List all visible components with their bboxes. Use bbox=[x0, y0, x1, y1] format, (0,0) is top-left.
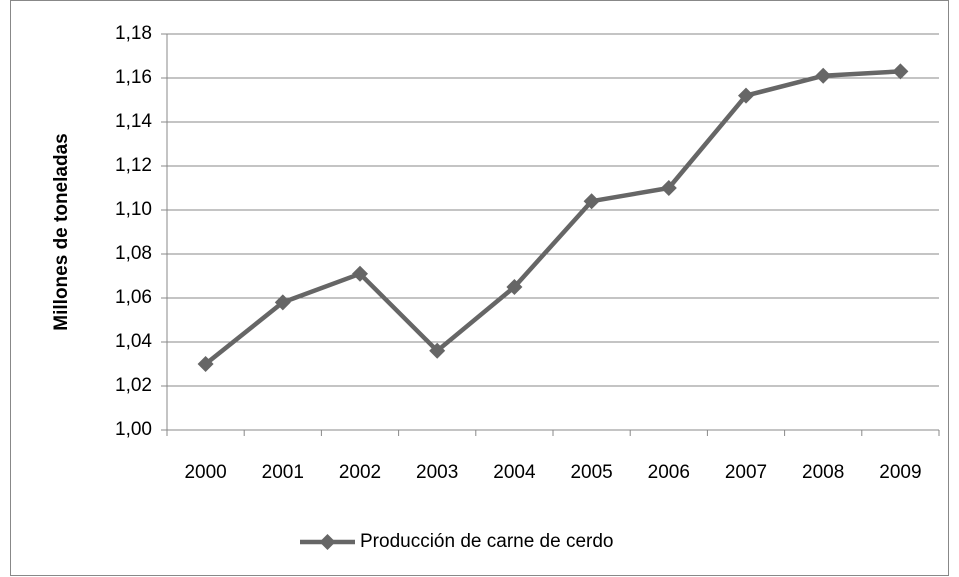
y-axis-label: Millones de toneladas bbox=[51, 133, 72, 330]
legend-marker bbox=[319, 534, 336, 550]
x-tick-label: 2001 bbox=[262, 462, 304, 483]
x-tick-label: 2003 bbox=[416, 462, 458, 483]
y-tick-label: 1,00 bbox=[115, 419, 152, 440]
x-tick-label: 2002 bbox=[339, 462, 381, 483]
data-point bbox=[274, 294, 291, 311]
data-point bbox=[429, 342, 446, 359]
data-point bbox=[506, 279, 523, 295]
data-point bbox=[815, 67, 832, 84]
data-point bbox=[583, 193, 600, 210]
y-tick-label: 1,10 bbox=[115, 199, 152, 220]
x-tick-label: 2000 bbox=[184, 462, 226, 483]
y-tick-label: 1,08 bbox=[115, 243, 152, 264]
y-tick-label: 1,16 bbox=[115, 67, 152, 88]
data-point bbox=[738, 87, 754, 104]
x-tick-label: 2005 bbox=[570, 462, 612, 483]
x-tick-label: 2006 bbox=[648, 462, 690, 483]
x-tick-label: 2008 bbox=[802, 462, 844, 483]
data-point bbox=[197, 356, 214, 372]
legend-label: Producción de carne de cerdo bbox=[360, 531, 614, 552]
series-line bbox=[204, 69, 901, 366]
data-point bbox=[352, 265, 368, 282]
y-tick-label: 1,12 bbox=[115, 155, 152, 176]
x-tick-label: 2009 bbox=[879, 462, 921, 483]
y-tick-label: 1,14 bbox=[115, 111, 152, 132]
y-tick-label: 1,06 bbox=[115, 287, 152, 308]
data-point bbox=[892, 63, 909, 80]
x-tick-label: 2004 bbox=[493, 462, 536, 483]
data-point bbox=[660, 180, 677, 196]
y-tick-label: 1,02 bbox=[115, 375, 152, 396]
y-tick-label: 1,18 bbox=[115, 23, 152, 44]
y-tick-label: 1,04 bbox=[115, 331, 152, 352]
x-tick-label: 2007 bbox=[725, 462, 767, 483]
